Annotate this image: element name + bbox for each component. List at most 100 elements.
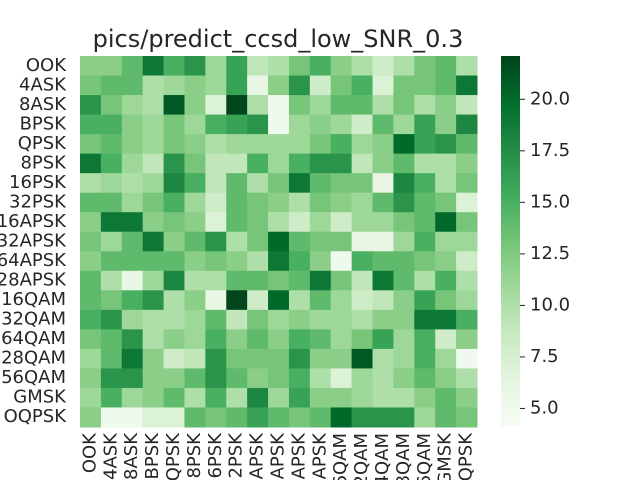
y-tick-label: OOK: [26, 55, 67, 76]
heatmap-cell: [80, 407, 102, 428]
x-tick-label: 4ASK: [100, 432, 121, 480]
heatmap-cell: [80, 231, 102, 252]
heatmap-cell: [309, 56, 332, 77]
heatmap-cell: [309, 95, 332, 116]
y-tick-label: 64APSK: [0, 250, 67, 271]
heatmap-cell: [184, 134, 206, 155]
heatmap-cell: [184, 212, 206, 233]
heatmap-cell: [309, 231, 332, 252]
y-tick-label: QPSK: [18, 133, 67, 154]
heatmap-cell: [163, 95, 185, 116]
chart-title: pics/predict_ccsd_low_SNR_0.3: [93, 25, 464, 53]
heatmap-cell: [226, 387, 248, 408]
heatmap-cell: [226, 348, 248, 369]
heatmap-cell: [268, 348, 290, 369]
heatmap-cell: [288, 192, 311, 213]
heatmap-cell: [247, 348, 269, 369]
heatmap-cell: [226, 368, 248, 389]
heatmap-cell: [247, 251, 269, 272]
heatmap-cell: [142, 290, 165, 311]
heatmap-cell: [309, 368, 332, 389]
heatmap-cell: [100, 95, 123, 116]
heatmap-cell: [309, 75, 332, 96]
heatmap-cell: [456, 231, 478, 252]
heatmap-cell: [372, 270, 394, 291]
heatmap-cell: [121, 153, 144, 174]
heatmap-cell: [163, 251, 185, 272]
heatmap-cell: [435, 387, 457, 408]
heatmap-cell: [247, 56, 269, 77]
heatmap-cell: [288, 231, 311, 252]
heatmap-cell: [393, 251, 415, 272]
heatmap-cell: [205, 407, 227, 428]
heatmap-cell: [351, 173, 374, 194]
heatmap-cell: [414, 134, 436, 155]
heatmap-cell: [288, 153, 311, 174]
heatmap-cell: [268, 387, 290, 408]
heatmap-cell: [226, 212, 248, 233]
heatmap-cell: [100, 231, 123, 252]
x-tick-label: 32PSK: [226, 432, 247, 480]
heatmap-cell: [184, 290, 206, 311]
heatmap-cell: [414, 75, 436, 96]
heatmap-cell: [435, 173, 457, 194]
heatmap-cell: [142, 368, 165, 389]
heatmap-cell: [184, 348, 206, 369]
colorbar-tick-label: 5.0: [530, 397, 559, 418]
heatmap-cell: [330, 368, 353, 389]
heatmap-cell: [121, 56, 144, 77]
heatmap-cell: [435, 75, 457, 96]
heatmap-cell: [268, 114, 290, 135]
heatmap-cell: [456, 153, 478, 174]
heatmap-cell: [393, 75, 415, 96]
heatmap-cell: [330, 192, 353, 213]
heatmap-cell: [163, 192, 185, 213]
heatmap-cell: [121, 407, 144, 428]
heatmap-cell: [142, 251, 165, 272]
heatmap-cell: [309, 251, 332, 272]
heatmap-cell: [205, 212, 227, 233]
heatmap-cell: [456, 56, 478, 77]
heatmap-cell: [205, 251, 227, 272]
heatmap-cell: [268, 368, 290, 389]
heatmap-cell: [435, 231, 457, 252]
heatmap-cell: [226, 95, 248, 116]
heatmap-cell: [351, 251, 374, 272]
heatmap-cell: [247, 173, 269, 194]
heatmap-cell: [456, 192, 478, 213]
heatmap-cell: [184, 114, 206, 135]
heatmap-cell: [351, 153, 374, 174]
heatmap-cell: [121, 231, 144, 252]
heatmap-cell: [351, 407, 374, 428]
heatmap-cell: [163, 270, 185, 291]
heatmap-cell: [100, 114, 123, 135]
x-tick-label: BPSK: [142, 432, 163, 480]
heatmap-cell: [414, 231, 436, 252]
heatmap-cell: [184, 368, 206, 389]
heatmap-cell: [226, 192, 248, 213]
heatmap-cell: [372, 231, 394, 252]
heatmap-cell: [226, 56, 248, 77]
heatmap-cell: [142, 270, 165, 291]
colorbar: [501, 56, 520, 427]
heatmap-cell: [226, 251, 248, 272]
heatmap-cell: [456, 251, 478, 272]
heatmap-cell: [226, 173, 248, 194]
heatmap-cell: [268, 75, 290, 96]
heatmap-cell: [372, 309, 394, 330]
heatmap-cell: [435, 329, 457, 350]
heatmap-cell: [351, 309, 374, 330]
heatmap-cell: [393, 134, 415, 155]
heatmap-cell: [288, 270, 311, 291]
heatmap-cell: [456, 270, 478, 291]
heatmap-cell: [205, 153, 227, 174]
heatmap-cell: [80, 173, 102, 194]
heatmap-cell: [247, 153, 269, 174]
x-tick-label: QPSK: [163, 432, 184, 480]
heatmap-cell: [372, 134, 394, 155]
heatmap-cell: [330, 153, 353, 174]
heatmap-cell: [100, 348, 123, 369]
heatmap-cell: [414, 95, 436, 116]
heatmap-cell: [330, 329, 353, 350]
heatmap-cell: [309, 270, 332, 291]
